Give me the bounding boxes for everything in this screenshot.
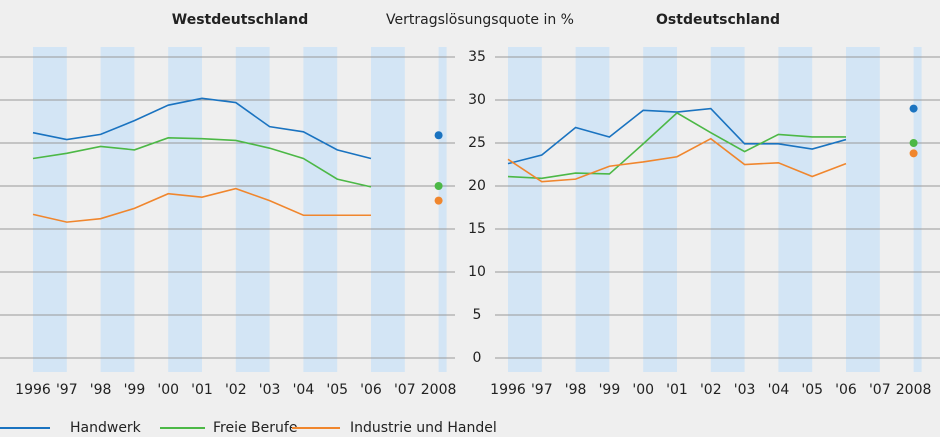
stripe bbox=[235, 47, 270, 372]
legend-label: Industrie und Handel bbox=[350, 420, 497, 436]
x-tick-label: '00 bbox=[157, 382, 179, 398]
x-tick-label: '98 bbox=[565, 382, 587, 398]
x-tick-label: '06 bbox=[360, 382, 382, 398]
x-tick-label: '01 bbox=[191, 382, 213, 398]
y-tick-label: 15 bbox=[468, 221, 486, 237]
chart-title: Westdeutschland bbox=[172, 12, 308, 28]
stripe bbox=[100, 47, 135, 372]
legend-label: Freie Berufe bbox=[213, 420, 297, 436]
x-tick-label: '05 bbox=[801, 382, 823, 398]
y-tick-label: 5 bbox=[473, 307, 482, 323]
y-tick-label: 20 bbox=[468, 178, 486, 194]
x-tick-label: '99 bbox=[599, 382, 621, 398]
x-tick-label: '03 bbox=[734, 382, 756, 398]
stripe bbox=[710, 47, 745, 372]
y-axis-label: Vertragslösungsquote in % bbox=[386, 12, 574, 28]
y-tick-label: 25 bbox=[468, 135, 486, 151]
x-tick-label: 1996 bbox=[490, 382, 526, 398]
stripe bbox=[778, 47, 813, 372]
point bbox=[909, 149, 918, 158]
stripe bbox=[913, 47, 922, 372]
x-tick-label: '98 bbox=[90, 382, 112, 398]
x-tick-label: '07 bbox=[394, 382, 416, 398]
stripe bbox=[846, 47, 880, 372]
y-tick-label: 10 bbox=[468, 264, 486, 280]
x-tick-label: '04 bbox=[768, 382, 790, 398]
y-tick-label: 0 bbox=[473, 350, 482, 366]
x-tick-label: '02 bbox=[225, 382, 247, 398]
y-tick-label: 35 bbox=[468, 49, 486, 65]
point bbox=[909, 104, 918, 113]
stripe bbox=[575, 47, 610, 372]
point bbox=[434, 196, 443, 205]
point bbox=[434, 182, 443, 190]
stripe bbox=[508, 47, 542, 372]
point bbox=[434, 131, 443, 140]
x-tick-label: '03 bbox=[259, 382, 281, 398]
x-tick-label: '07 bbox=[869, 382, 891, 398]
x-tick-label: '97 bbox=[56, 382, 78, 398]
chart-title: Ostdeutschland bbox=[656, 12, 780, 28]
y-tick-label: 30 bbox=[468, 92, 486, 108]
stripe bbox=[643, 47, 677, 372]
x-tick-label: '06 bbox=[835, 382, 857, 398]
legend-label: Handwerk bbox=[70, 420, 142, 436]
stripe bbox=[371, 47, 405, 372]
x-tick-label: '01 bbox=[666, 382, 688, 398]
x-tick-label: '97 bbox=[531, 382, 553, 398]
x-tick-label: 1996 bbox=[15, 382, 51, 398]
x-tick-label: '02 bbox=[700, 382, 722, 398]
x-tick-label: 2008 bbox=[421, 382, 457, 398]
x-tick-label: 2008 bbox=[896, 382, 932, 398]
point bbox=[909, 139, 918, 147]
stripe bbox=[438, 47, 447, 372]
stripe bbox=[168, 47, 202, 372]
stripe bbox=[303, 47, 338, 372]
stripe bbox=[33, 47, 67, 372]
x-tick-label: '05 bbox=[326, 382, 348, 398]
x-tick-label: '99 bbox=[124, 382, 146, 398]
x-tick-label: '04 bbox=[293, 382, 315, 398]
x-tick-label: '00 bbox=[632, 382, 654, 398]
